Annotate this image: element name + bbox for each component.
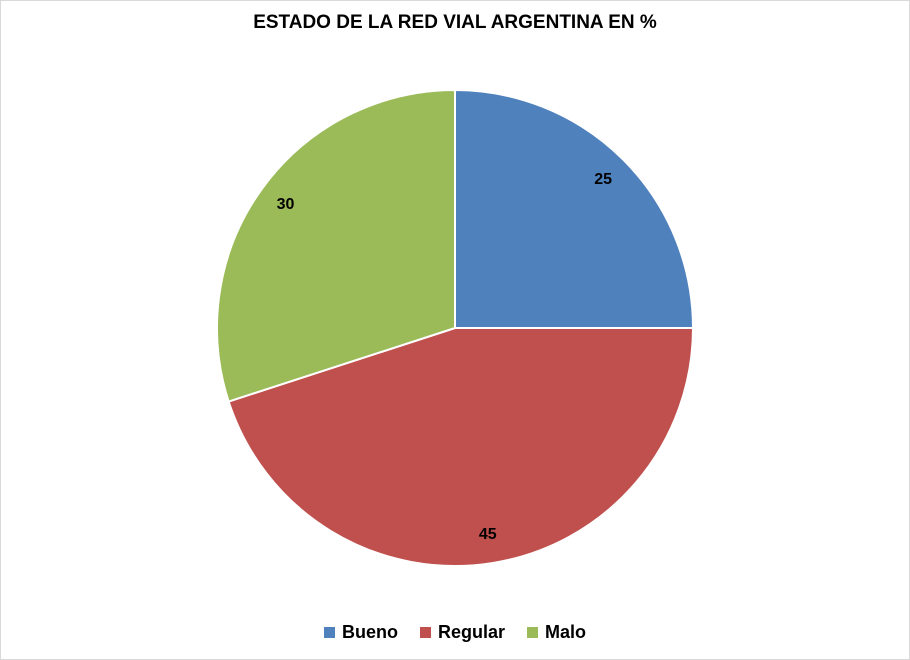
legend-swatch-bueno bbox=[323, 627, 335, 638]
data-label-malo: 30 bbox=[277, 196, 295, 213]
data-label-bueno: 25 bbox=[594, 171, 612, 188]
legend-label-regular: Regular bbox=[437, 622, 505, 642]
legend-item-bueno: Bueno bbox=[323, 622, 398, 643]
chart-title: ESTADO DE LA RED VIAL ARGENTINA EN % bbox=[253, 12, 657, 33]
data-label-regular: 45 bbox=[479, 526, 497, 543]
legend-item-regular: Regular bbox=[419, 622, 505, 643]
pie-slice-regular bbox=[227, 327, 695, 567]
legend-item-malo: Malo bbox=[527, 622, 586, 643]
legend-label-bueno: Bueno bbox=[341, 622, 398, 642]
legend-swatch-regular bbox=[419, 627, 431, 638]
pie-slice-malo bbox=[216, 88, 456, 403]
pie-slice-bueno bbox=[454, 88, 695, 329]
legend-swatch-malo bbox=[527, 627, 538, 638]
legend: Bueno Regular Malo bbox=[0, 622, 910, 643]
legend-label-malo: Malo bbox=[545, 622, 587, 642]
